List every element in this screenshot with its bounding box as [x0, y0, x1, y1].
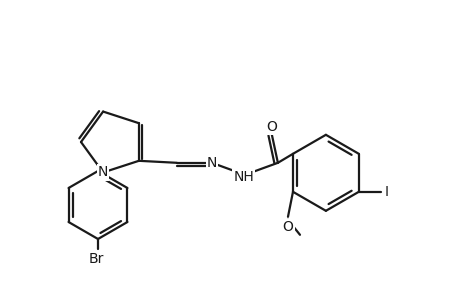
Text: N: N	[98, 165, 108, 179]
Text: N: N	[206, 156, 217, 170]
Text: O: O	[282, 220, 293, 234]
Text: I: I	[384, 185, 388, 199]
Text: NH: NH	[233, 170, 254, 184]
Text: Br: Br	[88, 252, 103, 266]
Text: O: O	[266, 120, 277, 134]
